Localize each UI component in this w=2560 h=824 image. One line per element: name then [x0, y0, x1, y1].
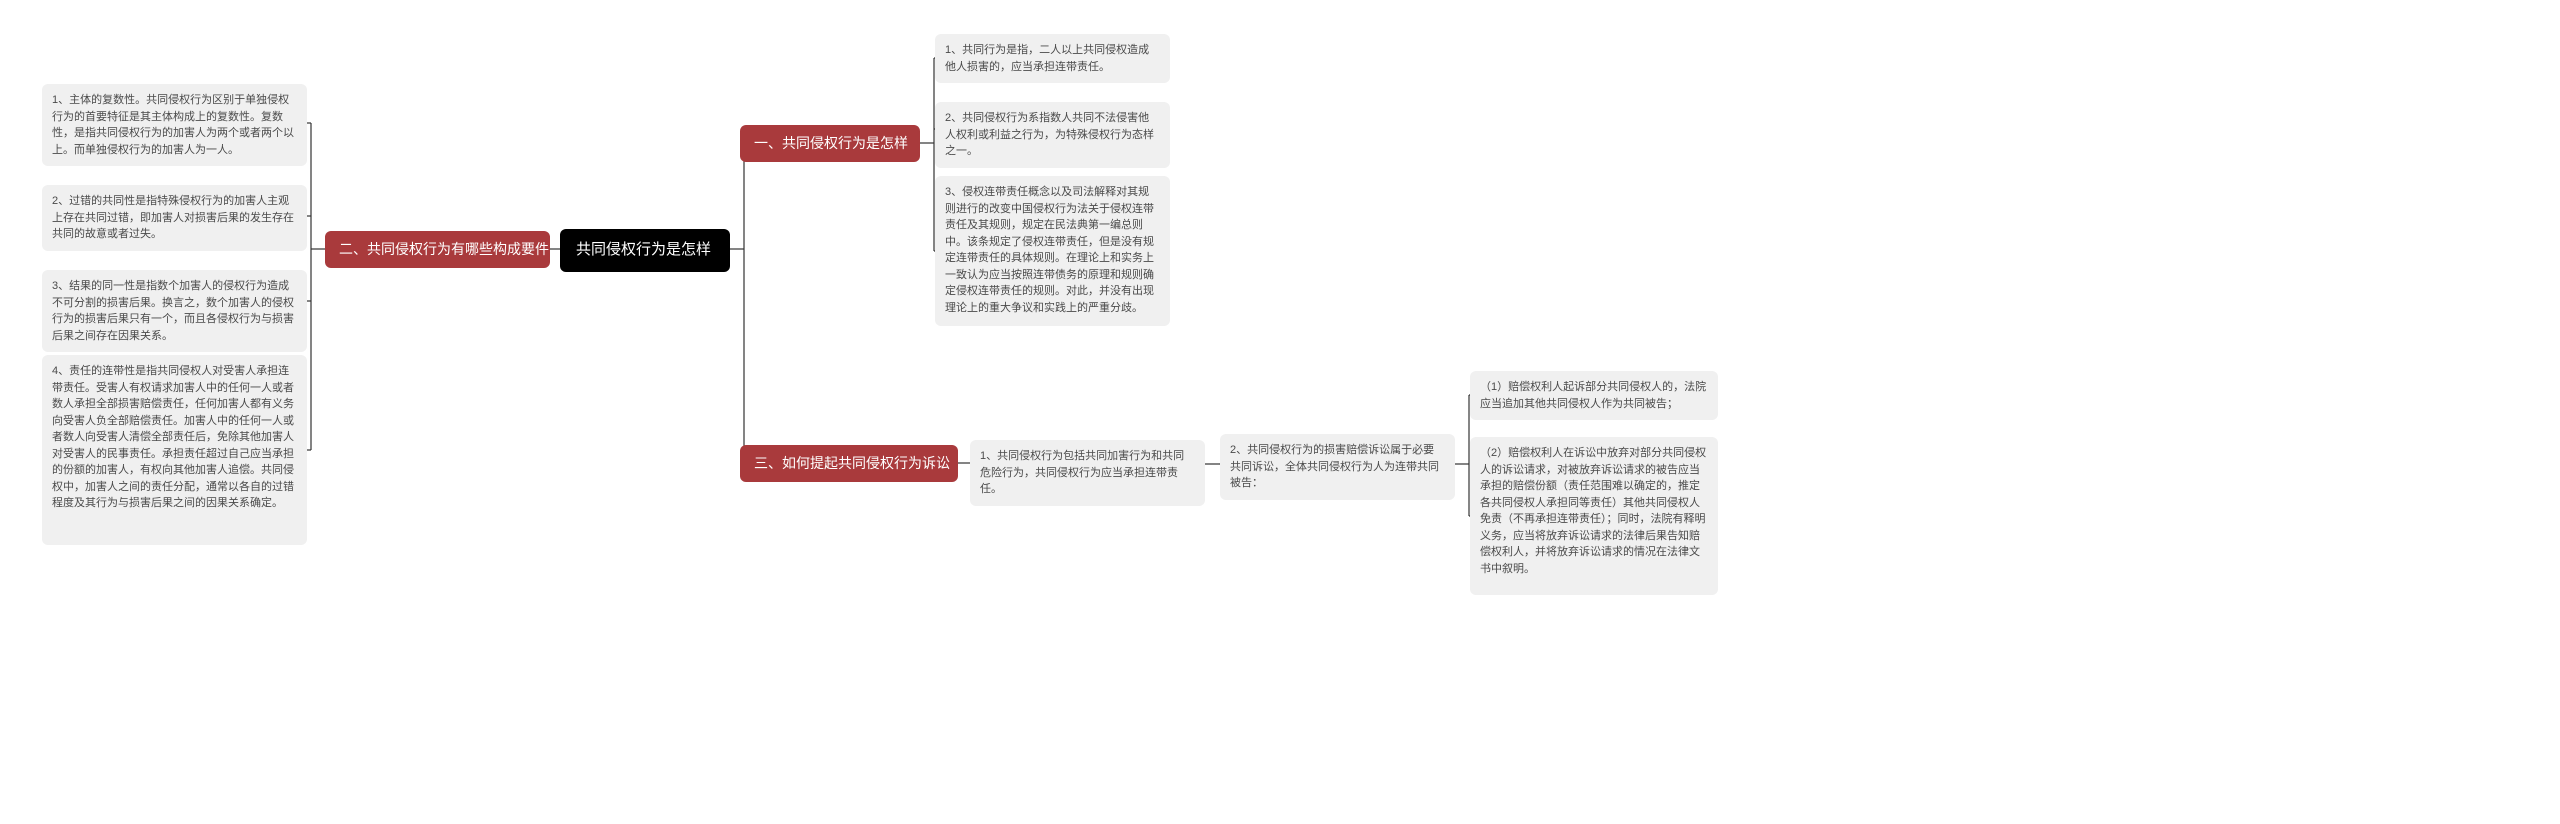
- node-b2c3: 3、结果的同一性是指数个加害人的侵权行为造成不可分割的损害后果。换言之，数个加害…: [42, 270, 307, 352]
- mindmap-canvas: 共同侵权行为是怎样二、共同侵权行为有哪些构成要件 1、主体的复数性。共同侵权行为区…: [0, 0, 2560, 824]
- node-b1c3: 3、侵权连带责任概念以及司法解释对其规则进行的改变中国侵权行为法关于侵权连带责任…: [935, 176, 1170, 326]
- node-b1: 一、共同侵权行为是怎样: [740, 125, 920, 162]
- node-b1c2: 2、共同侵权行为系指数人共同不法侵害他人权利或利益之行为，为特殊侵权行为态样之一…: [935, 102, 1170, 168]
- node-b2c1: 1、主体的复数性。共同侵权行为区别于单独侵权行为的首要特征是其主体构成上的复数性…: [42, 84, 307, 166]
- node-b2c2: 2、过错的共同性是指特殊侵权行为的加害人主观上存在共同过错，即加害人对损害后果的…: [42, 185, 307, 251]
- node-b3c1a1: （1）赔偿权利人起诉部分共同侵权人的，法院应当追加其他共同侵权人作为共同被告；: [1470, 371, 1718, 420]
- node-b2c4: 4、责任的连带性是指共同侵权人对受害人承担连带责任。受害人有权请求加害人中的任何…: [42, 355, 307, 545]
- node-b3: 三、如何提起共同侵权行为诉讼: [740, 445, 958, 482]
- node-root: 共同侵权行为是怎样: [560, 229, 730, 272]
- node-b2: 二、共同侵权行为有哪些构成要件: [325, 231, 550, 268]
- node-b3c1: 1、共同侵权行为包括共同加害行为和共同危险行为，共同侵权行为应当承担连带责任。: [970, 440, 1205, 506]
- connector-layer: [0, 0, 2560, 824]
- node-b1c1: 1、共同行为是指，二人以上共同侵权造成他人损害的，应当承担连带责任。: [935, 34, 1170, 83]
- node-b3c1a2: （2）赔偿权利人在诉讼中放弃对部分共同侵权人的诉讼请求，对被放弃诉讼请求的被告应…: [1470, 437, 1718, 595]
- node-b3c1a: 2、共同侵权行为的损害赔偿诉讼属于必要共同诉讼，全体共同侵权行为人为连带共同被告…: [1220, 434, 1455, 500]
